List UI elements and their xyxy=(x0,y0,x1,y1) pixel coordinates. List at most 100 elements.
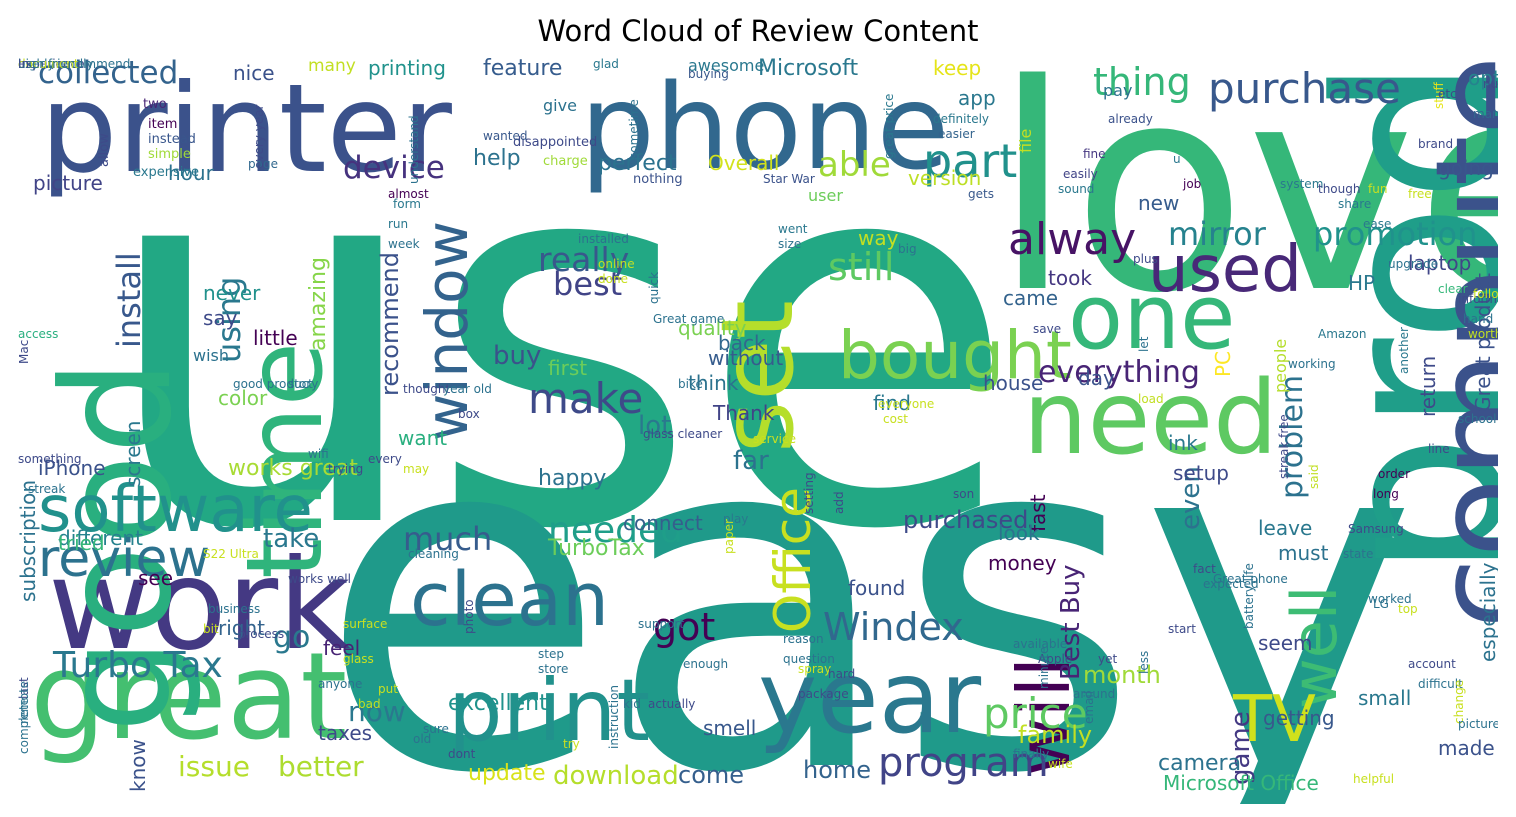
word-picture: picture xyxy=(33,171,103,195)
word-streak-free: streak free xyxy=(1277,414,1291,480)
word-alway: alway xyxy=(1008,214,1137,265)
word-used: used xyxy=(1148,233,1302,307)
word-really: really xyxy=(538,240,630,279)
word-ink: ink xyxy=(1168,431,1198,455)
word-small: small xyxy=(1358,686,1412,710)
word-microsoft-office: Microsoft Office xyxy=(1163,771,1319,795)
word-quick: quick xyxy=(647,272,661,305)
word-far: far xyxy=(733,446,769,476)
word-good-product: good product xyxy=(233,377,313,391)
word-school: school xyxy=(1458,412,1497,426)
word-thank: Thank xyxy=(713,401,775,425)
word-version: version xyxy=(908,166,982,190)
word-spray: spray xyxy=(798,662,832,676)
word-easily: easily xyxy=(1063,167,1098,181)
word-screen: screen xyxy=(121,420,145,487)
word-wifi: wifi xyxy=(308,447,329,461)
word-update: update xyxy=(468,761,546,786)
word-thing: thing xyxy=(1093,60,1191,104)
word-account: account xyxy=(1408,657,1456,671)
word-fact: fact xyxy=(1193,562,1216,576)
word-week: week xyxy=(388,237,420,251)
word-part: part xyxy=(923,134,1018,188)
word-made: made xyxy=(1438,736,1495,760)
word-streak: streak xyxy=(28,482,66,496)
word-number: number xyxy=(1483,77,1498,91)
word-understand: understand xyxy=(407,115,421,185)
word-better: better xyxy=(278,750,364,783)
word-expensive: expensive xyxy=(133,165,200,180)
word-charge: charge xyxy=(543,154,588,169)
word-enough: enough xyxy=(683,657,729,671)
word-run: run xyxy=(388,217,409,231)
word-happy: happy xyxy=(538,466,607,491)
word-keep: keep xyxy=(933,58,982,80)
word-money: money xyxy=(988,551,1057,575)
word-mirror: mirror xyxy=(1168,215,1266,253)
word-many-year: many year xyxy=(1473,107,1498,121)
word-big: big xyxy=(898,242,917,256)
word-option: option xyxy=(1468,66,1498,90)
word-connect: connect xyxy=(623,511,703,535)
word-start: start xyxy=(1168,622,1196,636)
word-amazing: amazing xyxy=(306,257,331,352)
word-works-well: works well xyxy=(288,572,351,586)
word-already: already xyxy=(1108,112,1153,126)
word-bit: bit xyxy=(203,622,219,636)
word-fun: fun xyxy=(1368,182,1388,196)
word-another: another xyxy=(1397,327,1411,375)
word-work: work xyxy=(48,533,351,678)
word-turbotax: TurboTax xyxy=(548,536,645,561)
word-camera: camera xyxy=(1158,751,1242,776)
word-expected: expected xyxy=(1203,577,1259,591)
word-use: use xyxy=(98,58,1019,643)
word-store: store xyxy=(538,662,569,676)
word-printing: printing xyxy=(368,58,446,80)
word-available: available xyxy=(1013,637,1068,651)
word-smell: smell xyxy=(703,716,757,740)
word-quality: quality xyxy=(678,316,747,340)
word-must: must xyxy=(1278,541,1329,565)
word-print: print xyxy=(448,661,651,761)
word-great-price: great price xyxy=(882,93,896,160)
word-subscription: subscription xyxy=(18,480,40,602)
word-hard: hard xyxy=(828,667,856,681)
word-installed: installed xyxy=(578,232,629,246)
word-actually: actually xyxy=(648,697,696,711)
word-line: line xyxy=(1428,442,1450,456)
word-say: say xyxy=(203,306,238,330)
word-way: way xyxy=(858,226,899,250)
word-sure: sure xyxy=(423,722,449,736)
word-year-old: year old xyxy=(443,382,492,396)
word-year: year xyxy=(758,639,982,756)
word-access: access xyxy=(18,327,59,341)
word-picture-quality: picture quality xyxy=(1458,717,1498,731)
word-great-game: Great game xyxy=(653,312,725,326)
word-box: box xyxy=(458,407,480,421)
word-leave: leave xyxy=(1258,516,1313,540)
word-app: app xyxy=(958,86,996,110)
word-first: first xyxy=(548,356,588,380)
word-definitely: definitely xyxy=(933,112,990,126)
word-many: many xyxy=(308,58,356,76)
word-package: package xyxy=(798,687,849,701)
word-color: color xyxy=(218,386,268,410)
word-little: little xyxy=(253,326,298,350)
word-user-friendly: user friendly xyxy=(18,58,94,71)
word-best: best xyxy=(553,265,623,303)
word-difficult: difficult xyxy=(1418,677,1463,691)
word-state: state xyxy=(1343,547,1374,561)
word-recommend: recommend xyxy=(376,251,404,396)
word-purchased: purchased xyxy=(903,506,1029,534)
word-install: install xyxy=(110,252,148,349)
word-different: different xyxy=(58,526,143,550)
word-month: month xyxy=(1083,661,1161,689)
word-pc: PC xyxy=(1211,350,1235,377)
word-want: want xyxy=(398,426,448,450)
word-said: said xyxy=(1307,464,1321,490)
word-review: review xyxy=(38,529,210,589)
word-much: much xyxy=(403,520,493,558)
word-getting: getting xyxy=(1263,706,1335,730)
word-something: something xyxy=(18,452,82,466)
word-right: right xyxy=(218,616,265,640)
